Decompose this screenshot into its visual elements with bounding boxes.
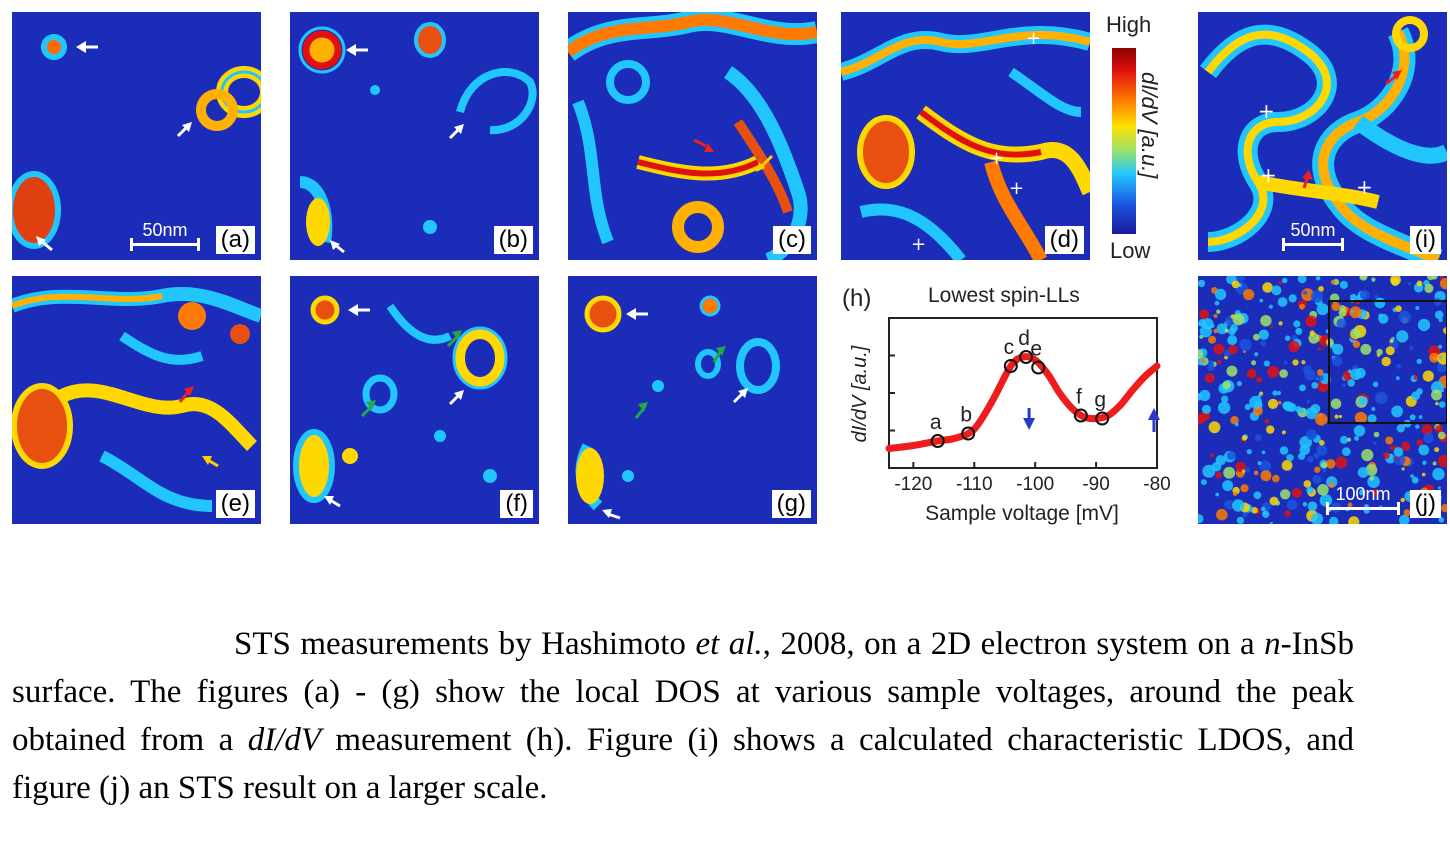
colorbar [1112, 48, 1136, 234]
spin-down-arrow-icon [1023, 408, 1036, 430]
scale-bar-label: 50nm [1290, 220, 1336, 240]
data-point-label: c [1004, 336, 1015, 359]
ldos-map-e: (e) [12, 276, 261, 524]
ldos-map-c: (c) [568, 12, 817, 260]
x-tick-label: -120 [894, 474, 932, 495]
panel-label: (e) [215, 490, 255, 518]
data-point-e [1031, 360, 1046, 375]
svg-text:+: + [989, 148, 1004, 169]
ldos-pattern: + + + + [841, 26, 1090, 260]
ldos-map-b: (b) [290, 12, 539, 260]
spin-up-arrow-icon [1147, 408, 1160, 432]
x-tick-label: -80 [1143, 474, 1170, 495]
ldos-pattern [575, 295, 780, 520]
svg-text:+: + [911, 234, 926, 255]
x-axis-label: Sample voltage [mV] [925, 502, 1119, 525]
sts-map-j: 100nm (j) [1198, 276, 1447, 524]
data-point-label: a [930, 411, 942, 434]
data-point-label: d [1018, 327, 1030, 350]
ldos-map-f: (f) [290, 276, 539, 524]
ldos-map-g: (g) [568, 276, 817, 524]
zoom-region-box [1328, 300, 1447, 424]
data-point-label: g [1094, 389, 1106, 412]
ldos-pattern: + + + [1200, 16, 1447, 260]
ldos-map-d: + + + + (d) [841, 12, 1090, 260]
series-line [885, 353, 1161, 452]
x-tick-label: -90 [1082, 474, 1109, 495]
figure-caption: STS measurements by Hashimoto et al., 20… [12, 626, 1355, 806]
x-tick-label: -100 [1016, 474, 1054, 495]
ldos-pattern [298, 22, 537, 254]
y-axis-label: dI/dV [a.u.] [849, 345, 871, 442]
panel-label: (i) [1409, 226, 1441, 254]
scale-bar: 100nm [1326, 484, 1400, 515]
svg-text:+: + [1009, 178, 1024, 199]
ldos-map-i: + + + 50nm (i) [1198, 12, 1447, 260]
colorbar-axis: dI/dV [a.u.] [1128, 60, 1168, 230]
data-point-label: f [1076, 386, 1082, 409]
data-point-label: b [960, 404, 972, 427]
ldos-pattern [568, 12, 817, 260]
data-point-f [1073, 408, 1088, 423]
scale-bar-label: 50nm [142, 220, 188, 240]
ldos-pattern [12, 34, 261, 252]
chart-panel-label: (h) [842, 285, 871, 312]
scale-bar: 50nm [130, 220, 200, 251]
scale-bar-label: 100nm [1335, 484, 1391, 504]
panel-label: (c) [773, 226, 811, 254]
panel-label: (f) [500, 490, 533, 518]
panel-label: (g) [771, 490, 811, 518]
ldos-pattern [1198, 276, 1447, 524]
panel-label: (j) [1409, 490, 1441, 518]
data-point-c [1003, 359, 1018, 373]
chart-title: Lowest spin-LLs [928, 284, 1080, 307]
colorbar-high-label: High [1106, 12, 1152, 37]
svg-text:+: + [1026, 28, 1041, 49]
data-point-label: e [1030, 338, 1042, 361]
svg-text:+: + [1258, 99, 1275, 123]
data-point-a [930, 434, 945, 448]
x-tick-label: -110 [956, 474, 993, 495]
panel-label: (a) [215, 226, 255, 254]
scale-bar: 50nm [1282, 220, 1344, 251]
panel-label: (b) [493, 226, 533, 254]
ldos-pattern [12, 287, 261, 512]
colorbar-low-label: Low [1110, 238, 1151, 263]
ldos-pattern [293, 295, 508, 508]
svg-text:+: + [1260, 163, 1277, 187]
ldos-map-a: 50nm (a) [12, 12, 261, 260]
svg-text:+: + [1356, 175, 1373, 199]
colorbar-axis-label: dI/dV [a.u.] [1137, 72, 1162, 179]
data-point-b [961, 426, 976, 441]
data-point-g [1095, 411, 1110, 426]
data-point-d [1019, 350, 1034, 364]
panel-label: (d) [1044, 226, 1084, 254]
didv-chart: (h) Lowest spin-LLs a b c d e f g -120 -110 -100… [842, 284, 1171, 525]
